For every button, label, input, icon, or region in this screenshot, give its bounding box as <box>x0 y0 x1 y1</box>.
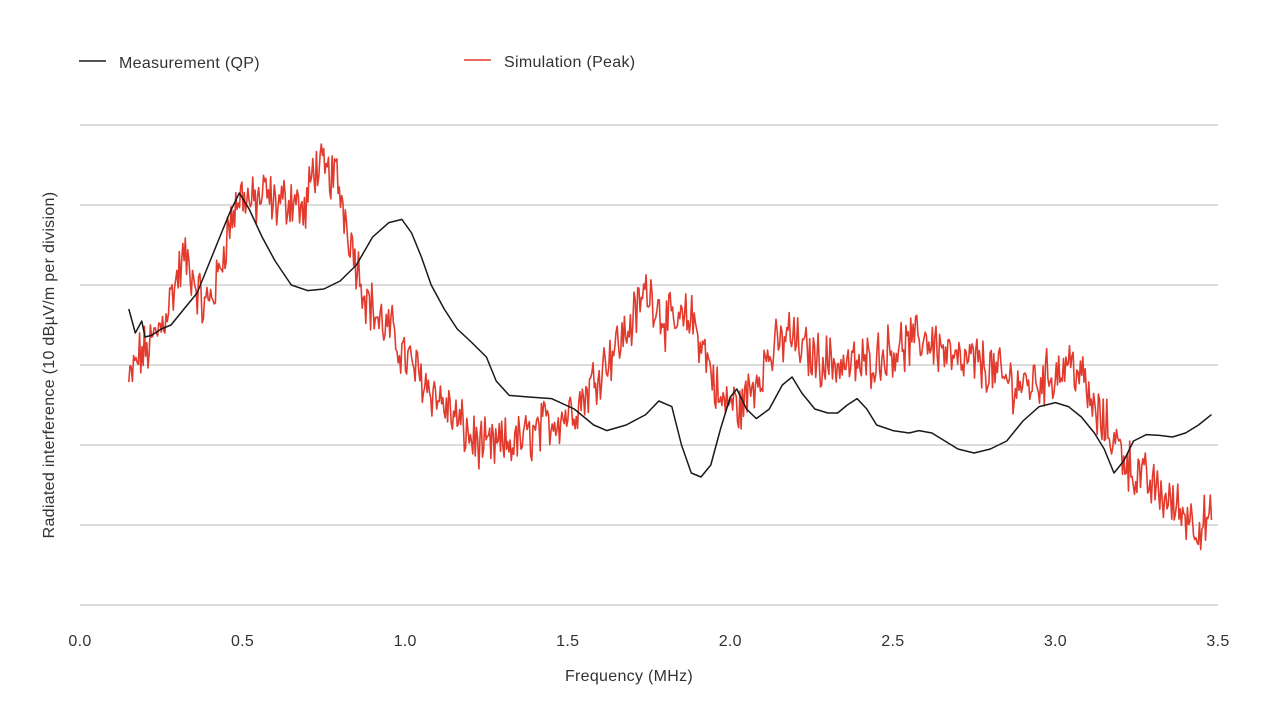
x-tick-label: 2.5 <box>881 633 904 650</box>
x-tick-label: 0.5 <box>231 633 254 650</box>
x-tick-label: 2.0 <box>719 633 742 650</box>
x-tick-label: 1.5 <box>556 633 579 650</box>
legend: Measurement (QP) Simulation (Peak) <box>79 54 635 72</box>
x-tick-label: 1.0 <box>394 633 417 650</box>
series-line-simulation <box>128 143 1213 551</box>
legend-label-measurement: Measurement (QP) <box>119 55 260 72</box>
grid-lines <box>80 124 1218 606</box>
x-axis-ticks: 0.0 0.5 1.0 1.5 2.0 2.5 3.0 3.5 <box>68 633 1229 650</box>
plot-area <box>128 143 1213 551</box>
legend-label-simulation: Simulation (Peak) <box>504 54 635 71</box>
x-tick-label: 3.5 <box>1206 633 1229 650</box>
series-line-measurement <box>128 192 1212 478</box>
y-axis-title: Radiated interference (10 dBµV/m per div… <box>41 192 58 539</box>
x-tick-label: 0.0 <box>68 633 91 650</box>
x-axis-title: Frequency (MHz) <box>565 668 693 685</box>
x-tick-label: 3.0 <box>1044 633 1067 650</box>
